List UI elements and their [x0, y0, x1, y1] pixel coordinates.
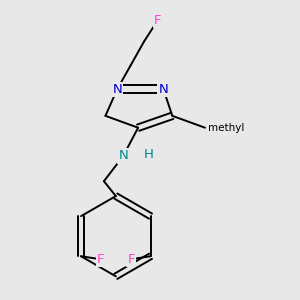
Text: N: N [112, 82, 122, 96]
Text: methyl: methyl [208, 123, 244, 133]
Text: H: H [144, 148, 154, 161]
Text: N: N [158, 82, 168, 96]
Text: N: N [118, 149, 128, 162]
Text: F: F [97, 253, 104, 266]
Text: F: F [154, 14, 161, 27]
Text: F: F [128, 253, 135, 266]
